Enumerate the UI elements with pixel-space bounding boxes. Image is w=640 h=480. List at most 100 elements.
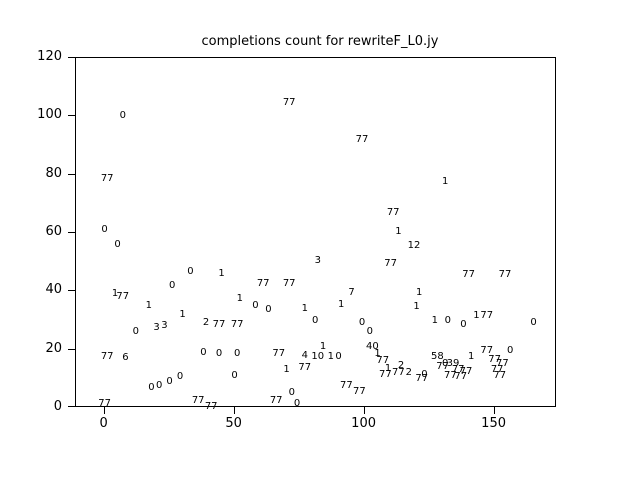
- data-point-label: 77: [282, 97, 296, 109]
- x-axis-tick-label: 100: [351, 416, 376, 431]
- data-point-label: 1: [431, 314, 438, 326]
- data-point-label: 77: [459, 365, 473, 377]
- data-point-label: 77: [493, 369, 507, 381]
- data-point-label: 0: [169, 279, 176, 291]
- data-point-label: 77: [498, 269, 512, 281]
- data-point-label: 77: [451, 364, 465, 376]
- y-axis-tick: [68, 57, 75, 58]
- data-point-label: 77: [269, 394, 283, 406]
- data-point-label: 77: [379, 368, 392, 380]
- data-point-label: 77: [191, 394, 205, 406]
- data-point-label: 1: [179, 308, 186, 320]
- data-point-label: 0: [335, 351, 342, 362]
- data-point-label: 77: [462, 269, 475, 281]
- data-point-label: 77: [386, 206, 400, 218]
- data-point-label: 77: [444, 369, 457, 381]
- y-axis-tick: [68, 290, 75, 292]
- plot-area: 77 0 0 0 1 77 77 6 77 0 1 3 3 0 0 0 0 0 1 0 2 0 77 1 77 0 77 77 0 0 1 0…: [75, 57, 556, 411]
- data-point-label: 77: [100, 351, 114, 362]
- data-point-label: 77: [436, 361, 449, 373]
- data-point-label: 0: [366, 326, 373, 338]
- data-point-label: 1: [413, 301, 420, 313]
- data-point-label: 77: [212, 318, 226, 330]
- data-point-label: 77: [384, 257, 397, 269]
- data-point-label: 0: [231, 369, 238, 381]
- data-point-label: 77: [490, 364, 504, 376]
- data-point-label: 12: [407, 240, 421, 252]
- data-point-label: 77: [376, 355, 390, 367]
- data-point-label: 1: [442, 176, 449, 187]
- y-axis-tick: [68, 406, 75, 407]
- data-point-label: 77: [355, 133, 369, 145]
- y-axis-tick-label: 80: [45, 165, 62, 181]
- data-point-label: 77: [454, 371, 468, 383]
- y-axis-tick-label: 0: [53, 399, 62, 414]
- x-axis-tick: [493, 407, 495, 414]
- data-point-label: 0: [114, 238, 121, 250]
- data-point-label: 77: [496, 358, 509, 370]
- data-point-label: 77: [100, 173, 114, 184]
- data-point-label: 1: [236, 292, 243, 304]
- y-axis-tick: [68, 348, 75, 350]
- data-point-label: 40: [366, 340, 379, 352]
- data-point-label: 0: [215, 348, 223, 359]
- data-point-label: 0: [176, 371, 184, 383]
- data-point-label: 0: [507, 345, 514, 357]
- data-point-label: 3: [314, 254, 321, 266]
- data-point-label: 2: [397, 359, 405, 371]
- chart-title: completions count for rewriteF_L0.jy: [201, 34, 439, 49]
- y-axis-tick-label: 20: [45, 340, 62, 356]
- data-point-label: 0: [444, 314, 451, 326]
- data-point-label: 4: [301, 349, 308, 361]
- data-point-label: 58: [431, 351, 444, 362]
- data-point-label: 0: [234, 348, 241, 359]
- data-point-label: 77: [353, 386, 366, 397]
- data-point-label: 1: [416, 286, 423, 298]
- data-point-label: 7: [348, 286, 355, 298]
- data-point-label: 77: [204, 400, 218, 412]
- data-point-label: 2: [202, 317, 210, 329]
- data-point-label: 1: [283, 364, 290, 376]
- data-point-label: 0: [156, 380, 163, 392]
- data-point-label: 77: [272, 348, 286, 359]
- data-point-label: 1: [327, 351, 334, 362]
- data-point-label: 0: [293, 397, 301, 409]
- data-point-label: 0: [460, 318, 467, 330]
- data-point-label: 1: [384, 362, 392, 374]
- data-point-label: 3: [153, 321, 160, 333]
- data-point-label: 77: [256, 278, 270, 289]
- data-point-label: 77: [480, 345, 494, 357]
- data-point-label: 0: [358, 317, 366, 329]
- data-point-label: 1: [468, 351, 475, 362]
- data-point-label: 0: [442, 358, 449, 370]
- y-axis-tick: [68, 232, 75, 233]
- x-axis-tick-label: 0: [99, 416, 108, 431]
- data-point-label: 77: [488, 353, 501, 365]
- data-point-label: 0: [132, 326, 139, 338]
- data-point-label: 0: [288, 387, 295, 399]
- y-axis-tick: [68, 173, 75, 175]
- data-point-label: 1: [145, 299, 152, 311]
- data-point-label: 77: [282, 278, 296, 289]
- data-point-label: 1: [319, 340, 327, 352]
- data-point-label: 0: [119, 110, 126, 122]
- data-point-label: 0: [265, 304, 272, 316]
- data-point-label: 0: [187, 266, 194, 278]
- data-point-label: 0: [166, 375, 173, 387]
- data-point-label: 1: [111, 288, 119, 300]
- x-axis-tick: [363, 407, 365, 414]
- data-point-label: 77: [230, 318, 244, 330]
- data-point-label: 0: [148, 381, 155, 393]
- x-axis-tick: [233, 407, 235, 414]
- data-point-label: 2: [405, 367, 412, 378]
- data-point-label: 0: [252, 299, 259, 311]
- data-point-label: 1: [473, 310, 480, 322]
- data-point-label: 1: [374, 348, 381, 359]
- data-point-label: 1: [395, 225, 402, 237]
- data-point-label: 0: [101, 224, 108, 236]
- data-point-label: 77: [340, 380, 353, 392]
- data-point-label: 39: [446, 358, 460, 370]
- data-point-label: 77: [415, 372, 429, 384]
- x-axis-tick: [103, 407, 105, 414]
